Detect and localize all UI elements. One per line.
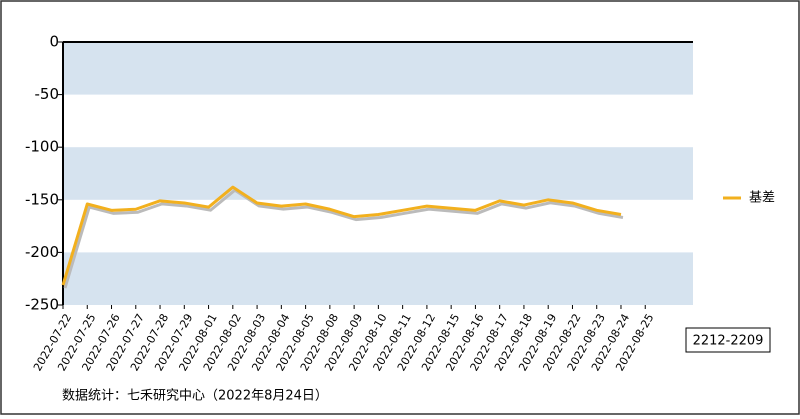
line xyxy=(61,185,622,286)
y-tick-label: 0 xyxy=(49,33,59,51)
y-tick-label: -150 xyxy=(25,190,59,208)
y-tick-label: -100 xyxy=(25,138,59,156)
annotation-box xyxy=(685,327,771,353)
y-tick-label: -200 xyxy=(25,243,59,261)
band xyxy=(63,42,693,95)
source: 数据统计：七禾研究中心（2022年8月24日） xyxy=(62,389,328,404)
y-tick-label: -250 xyxy=(25,296,59,314)
band xyxy=(63,147,693,200)
band xyxy=(63,252,693,305)
y-tick-label: -50 xyxy=(35,85,60,103)
legend-label: 基差 xyxy=(749,191,775,206)
line-shadow xyxy=(63,188,624,289)
annotation: 2212-2209 xyxy=(693,334,764,349)
